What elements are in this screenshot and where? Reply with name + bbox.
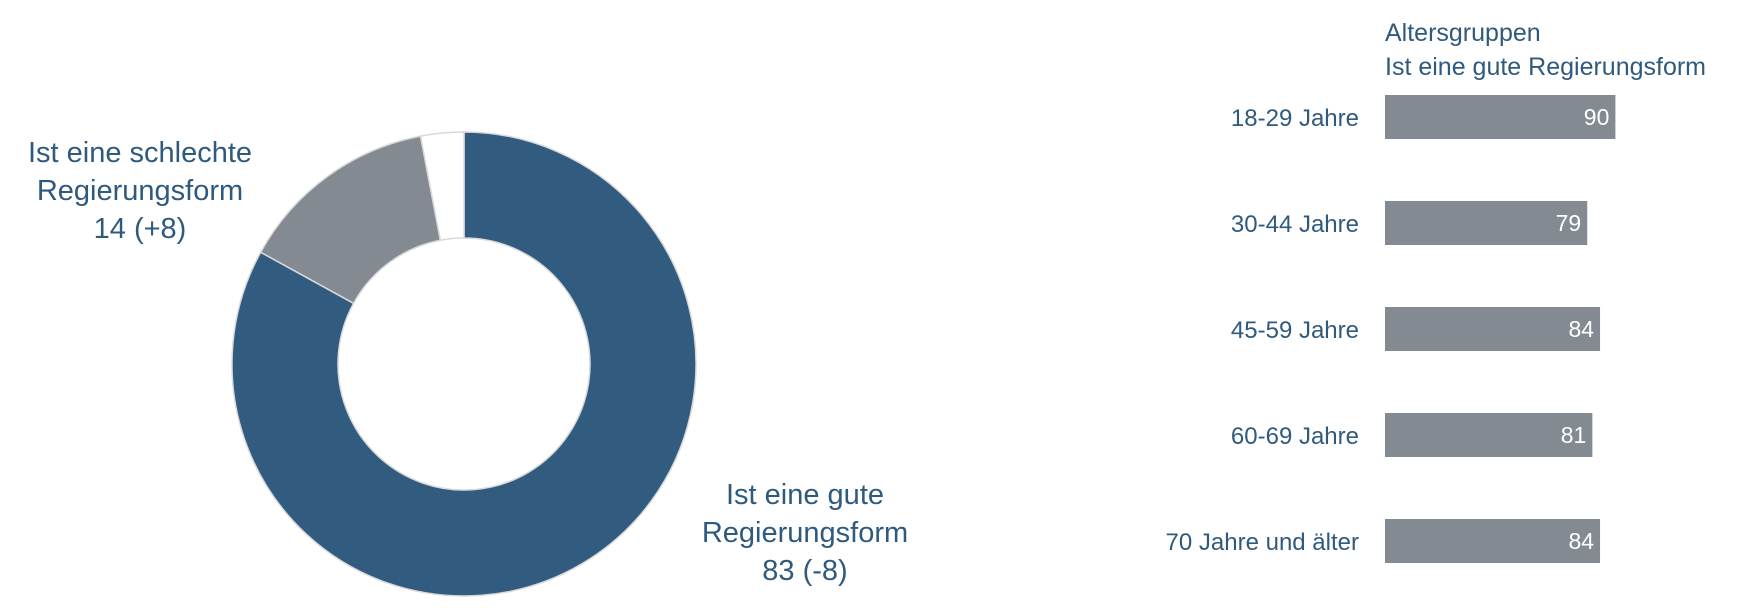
- bar-chart-subtitle: Ist eine gute Regierungsform: [1385, 53, 1707, 81]
- bar-4: [1385, 413, 1593, 457]
- donut-label-bad-line3: 14 (+8): [93, 213, 187, 245]
- bar-category-label-1: 18-29 Jahre: [1231, 105, 1359, 132]
- bar-value-label-1: 90: [1584, 104, 1610, 130]
- donut-slice-good: [231, 131, 697, 597]
- bar-2: [1385, 201, 1588, 245]
- bar-3: [1385, 307, 1601, 351]
- donut-label-good-line1: Ist eine gute: [726, 479, 884, 511]
- bar-value-label-4: 81: [1561, 422, 1587, 448]
- bar-chart-title: Altersgruppen: [1385, 19, 1541, 47]
- donut-label-bad-line2: Regierungsform: [36, 175, 244, 207]
- bar-5: [1385, 519, 1601, 563]
- bar-category-label-3: 45-59 Jahre: [1231, 317, 1359, 344]
- donut-slice-other: [419, 131, 465, 242]
- donut-label-good-line2: Regierungsform: [701, 517, 909, 549]
- donut-label-bad: Ist eine schlechte Regierungsform 14 (+8…: [20, 134, 260, 248]
- bar-category-label-5: 70 Jahre und älter: [1166, 529, 1359, 556]
- donut-slice-bad: [259, 135, 442, 305]
- bar-value-label-2: 79: [1556, 210, 1582, 236]
- bar-value-label-5: 84: [1568, 528, 1594, 554]
- donut-label-bad-line1: Ist eine schlechte: [27, 137, 253, 169]
- donut-label-good: Ist eine gute Regierungsform 83 (-8): [690, 476, 920, 590]
- bar-chart-heading: Altersgruppen Ist eine gute Regierungsfo…: [1385, 16, 1706, 84]
- bar-category-label-2: 30-44 Jahre: [1231, 211, 1359, 238]
- bar-category-label-4: 60-69 Jahre: [1231, 423, 1359, 450]
- donut-label-good-line3: 83 (-8): [762, 555, 848, 587]
- bar-value-label-3: 84: [1568, 316, 1594, 342]
- bar-1: [1385, 95, 1616, 139]
